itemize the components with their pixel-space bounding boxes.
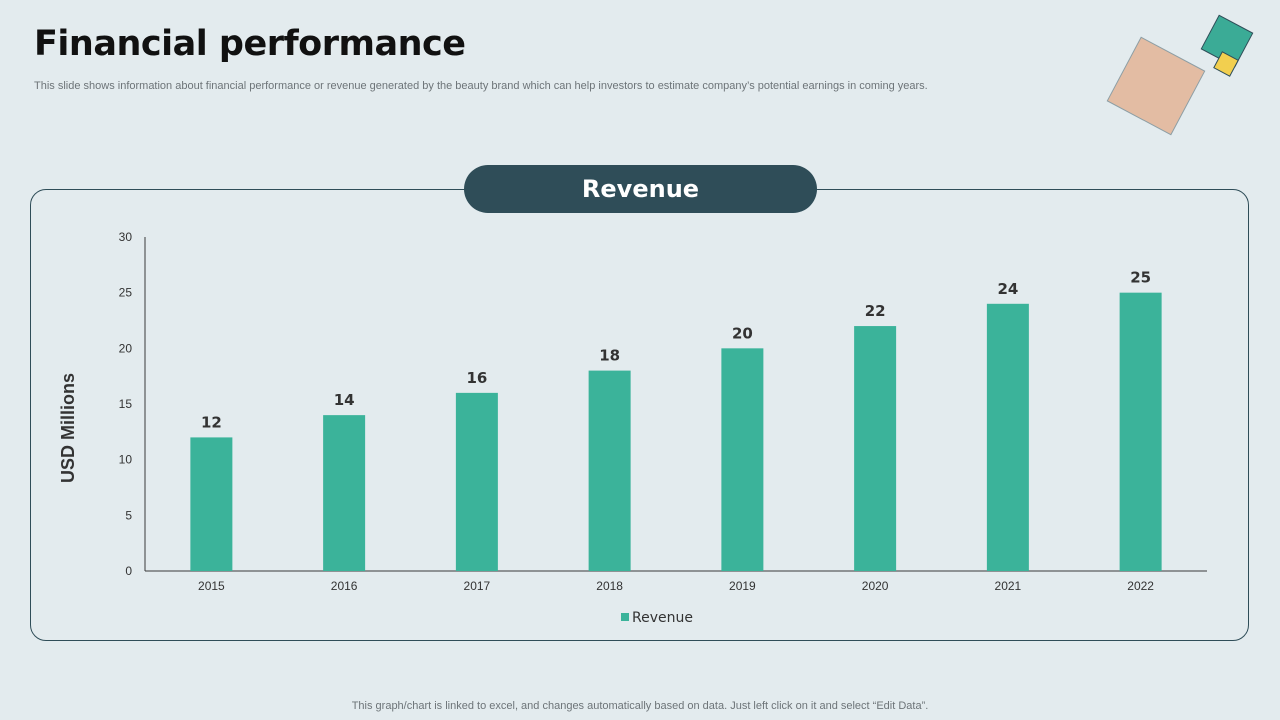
footer-note: This graph/chart is linked to excel, and…: [351, 700, 929, 712]
yellow-square: [1213, 51, 1239, 77]
data-label-2016: 14: [334, 391, 355, 409]
y-axis-title: USD Millions: [58, 373, 78, 483]
data-label-2015: 12: [201, 413, 222, 431]
bar-2015: [190, 437, 233, 571]
bar-2022: [1119, 292, 1162, 571]
x-tick-label: 2020: [862, 579, 889, 593]
bar-2019: [721, 348, 764, 571]
data-label-2020: 22: [865, 302, 886, 320]
data-label-2017: 16: [466, 369, 487, 387]
y-tick-label: 5: [125, 508, 132, 522]
bar-2021: [986, 303, 1029, 571]
x-tick-label: 2019: [729, 579, 756, 593]
data-label-2018: 18: [599, 347, 620, 365]
data-label-2019: 20: [732, 324, 753, 342]
y-tick-label: 20: [119, 341, 133, 355]
teal-square: [1200, 14, 1254, 68]
bar-2017: [455, 392, 498, 571]
x-tick-label: 2016: [331, 579, 358, 593]
x-tick-label: 2021: [995, 579, 1022, 593]
decorative-squares: [1106, 14, 1254, 136]
y-tick-label: 30: [119, 230, 133, 244]
peach-square: [1106, 36, 1206, 136]
page-title: Financial performance: [34, 24, 466, 64]
chart-heading: Revenue: [464, 165, 817, 213]
bar-2016: [323, 415, 366, 571]
bar-2020: [854, 326, 897, 571]
x-tick-label: 2017: [464, 579, 491, 593]
x-tick-label: 2018: [596, 579, 623, 593]
bar-2018: [588, 370, 631, 571]
data-label-2022: 25: [1130, 269, 1151, 287]
y-tick-label: 0: [125, 564, 132, 578]
y-tick-label: 10: [119, 453, 133, 467]
legend-swatch: [621, 613, 629, 621]
y-tick-label: 25: [119, 286, 133, 300]
x-tick-label: 2015: [198, 579, 225, 593]
x-tick-label: 2022: [1127, 579, 1154, 593]
page-subtitle: This slide shows information about finan…: [34, 80, 928, 92]
legend-label: Revenue: [632, 610, 693, 626]
data-label-2021: 24: [997, 280, 1018, 298]
y-tick-label: 15: [119, 397, 133, 411]
